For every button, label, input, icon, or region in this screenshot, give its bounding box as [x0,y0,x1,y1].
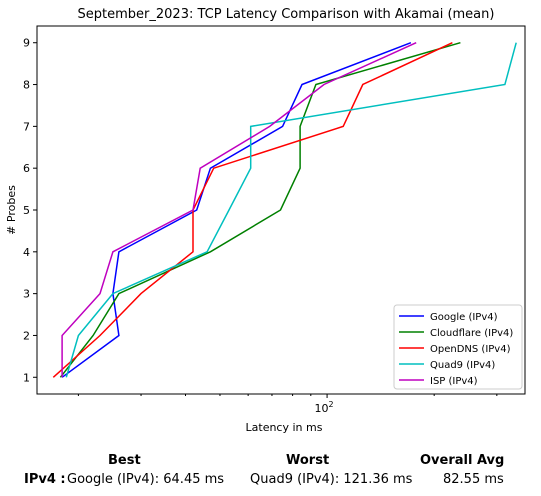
y-tick-label: 7 [23,120,30,133]
y-axis-label: # Probes [5,185,18,235]
y-tick-label: 2 [23,329,30,342]
x-axis-label: Latency in ms [246,421,323,434]
y-tick-label: 6 [23,162,30,175]
legend-label-cloudflare-ipv4: Cloudflare (IPv4) [430,328,513,339]
y-tick-label: 4 [23,246,30,259]
legend-label-quad9-ipv4: Quad9 (IPv4) [430,360,495,371]
x-tick-label: 102 [315,400,334,415]
overall-avg-header: Overall Avg [420,453,505,468]
best-value: Google (IPv4): 64.45 ms [67,472,225,487]
y-tick-label: 1 [23,371,30,384]
series-lines [52,41,517,378]
legend-box [393,304,523,390]
legend-label-google-ipv4: Google (IPv4) [430,312,498,323]
worst-value: Quad9 (IPv4): 121.36 ms [250,472,413,487]
legend: Google (IPv4) Cloudflare (IPv4) OpenDNS (I… [393,304,523,390]
y-tick-label: 5 [23,204,30,217]
series-line-quad9-ipv4 [65,42,517,378]
y-tick-label: 9 [23,37,30,50]
legend-label-opendns-ipv4: OpenDNS (IPv4) [430,344,511,355]
best-header: Best [108,453,141,468]
y-tick-label: 8 [23,79,30,92]
latency-line-chart: September_2023: TCP Latency Comparison w… [5,7,526,434]
summary-table: Best Worst Overall Avg IPv4 : Google (IP… [0,450,541,496]
x-axis-ticks: 102 [77,394,498,415]
ipv4-row-label: IPv4 : [24,472,66,487]
y-tick-label: 3 [23,288,30,301]
y-axis-ticks: 1 2 3 4 5 6 7 8 9 [23,37,37,384]
series-line-isp-ipv4 [61,42,417,378]
series-line-google-ipv4 [61,41,412,378]
series-line-opendns-ipv4 [52,42,453,378]
overall-avg-value: 82.55 ms [443,472,504,487]
chart-title: September_2023: TCP Latency Comparison w… [78,7,495,22]
series-line-cloudflare-ipv4 [59,41,461,378]
legend-label-isp-ipv4: ISP (IPv4) [430,376,478,387]
worst-header: Worst [286,453,330,468]
